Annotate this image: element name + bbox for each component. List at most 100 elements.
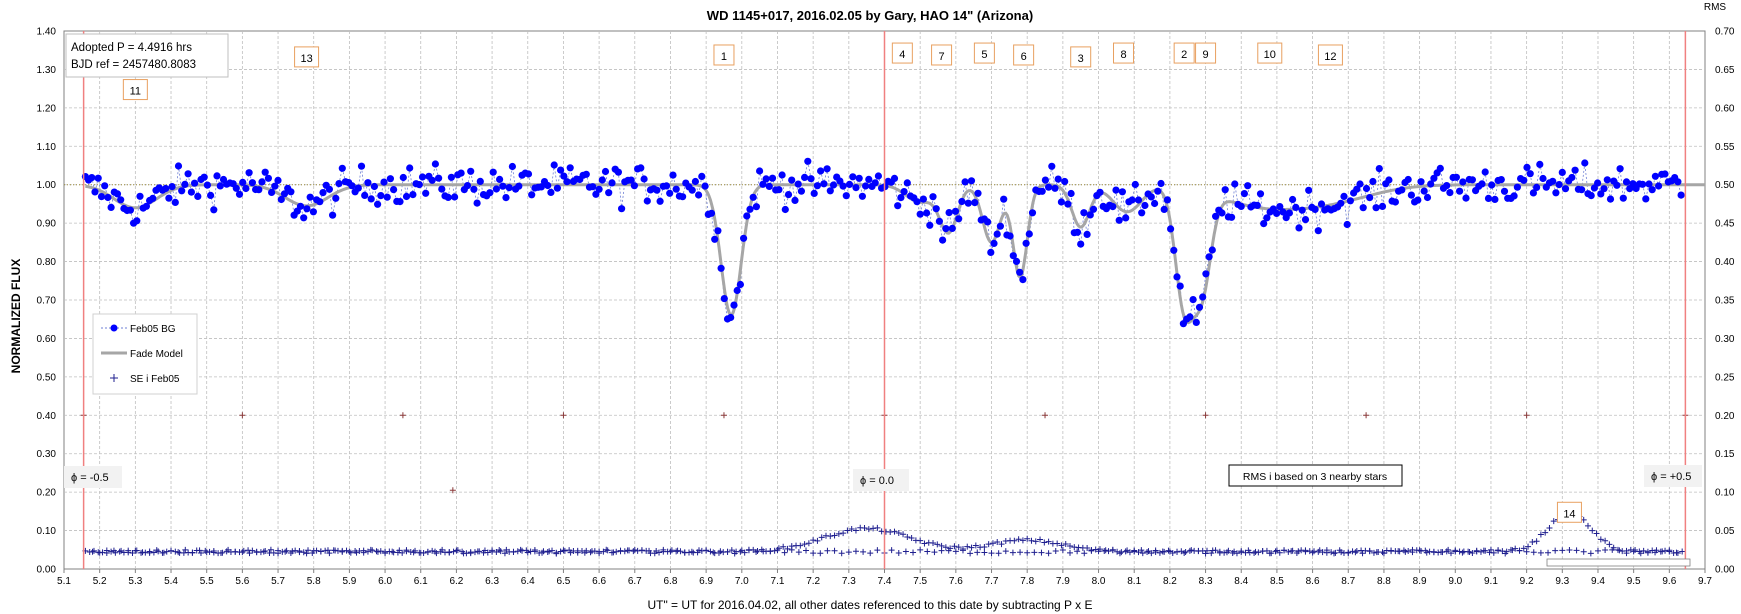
- se-low-point: [1509, 547, 1516, 554]
- flux-point: [1639, 180, 1647, 188]
- rms-point: [1272, 548, 1279, 555]
- flux-point: [759, 180, 767, 188]
- se-low-point: [1623, 550, 1630, 557]
- flux-point: [1513, 183, 1521, 191]
- flux-point: [1289, 195, 1297, 204]
- flux-point: [329, 211, 337, 219]
- flux-point: [929, 193, 937, 201]
- component-label: 3: [1078, 53, 1084, 65]
- se-low-point: [1502, 550, 1509, 557]
- flux-point: [595, 185, 603, 193]
- x-tick-label: 9.0: [1448, 576, 1462, 587]
- se-low-point: [1373, 549, 1380, 556]
- se-low-point: [795, 549, 802, 556]
- flux-point: [348, 182, 356, 190]
- se-low-point: [146, 548, 153, 555]
- flux-point: [955, 215, 963, 223]
- rms-point: [1512, 545, 1519, 552]
- flux-point: [967, 177, 976, 185]
- flux-point: [900, 188, 908, 196]
- component-label-box: [1070, 46, 1092, 68]
- rms-point: [668, 547, 675, 554]
- flux-point: [1648, 186, 1656, 194]
- flux-point: [255, 186, 263, 194]
- flux-point: [1391, 198, 1399, 206]
- x-tick-label: 5.3: [128, 576, 142, 587]
- se-low-point: [1102, 547, 1109, 554]
- flux-point: [1311, 205, 1319, 213]
- rms-point: [865, 526, 872, 533]
- x-tick-label: 8.0: [1092, 576, 1106, 587]
- y-tick-label: 1.30: [37, 65, 57, 76]
- se-low-point: [845, 549, 852, 556]
- flux-point: [261, 168, 269, 176]
- y2-tick-label: 0.60: [1715, 103, 1735, 114]
- info-box: [65, 33, 229, 78]
- se-low-point: [1616, 547, 1623, 554]
- flux-point: [1263, 214, 1271, 222]
- se-low-point: [938, 547, 945, 554]
- se-low-point: [624, 547, 631, 554]
- se-low-point: [988, 550, 995, 557]
- se-low-point: [1223, 549, 1230, 556]
- se-low-point: [1516, 547, 1523, 554]
- flux-point: [1067, 189, 1075, 198]
- y-tick-label: 0.70: [37, 296, 57, 307]
- se-low-point: [1644, 548, 1651, 555]
- flux-point: [287, 188, 295, 196]
- flux-point: [406, 164, 414, 172]
- flux-point: [1600, 185, 1608, 193]
- legend-label: SE i Feb05: [130, 374, 180, 385]
- rms-point: [1662, 547, 1669, 554]
- se-low-point: [967, 550, 974, 557]
- se-low-point: [1409, 546, 1416, 553]
- rms-point: [780, 543, 787, 550]
- component-label: 10: [1264, 49, 1276, 61]
- flux-point: [714, 227, 722, 235]
- flux-point: [1012, 257, 1021, 265]
- flux-point: [1260, 220, 1268, 228]
- flux-point: [1160, 205, 1168, 213]
- flux-point: [1192, 318, 1200, 326]
- flux-point: [1019, 276, 1027, 284]
- flux-point: [550, 161, 558, 169]
- se-low-point: [1273, 547, 1280, 554]
- x-tick-label: 7.1: [771, 576, 785, 587]
- flux-point: [242, 184, 250, 193]
- se-low-point: [1202, 550, 1209, 557]
- flux-point: [444, 193, 452, 201]
- flux-point: [801, 173, 809, 181]
- flux-point: [1555, 181, 1563, 189]
- se-low-point: [695, 547, 702, 554]
- rms-point: [1037, 536, 1044, 543]
- se-low-point: [667, 548, 674, 555]
- flux-point: [248, 179, 256, 187]
- flux-point: [435, 174, 443, 182]
- y2-tick-label: 0.15: [1715, 449, 1735, 460]
- se-low-point: [1145, 548, 1152, 555]
- flux-point: [515, 182, 523, 190]
- se-low-point: [674, 547, 681, 554]
- rms-point: [108, 548, 115, 555]
- flux-point: [913, 198, 921, 206]
- component-label: 14: [1563, 508, 1575, 520]
- flux-point: [88, 174, 96, 182]
- flux-point: [605, 189, 613, 197]
- se-low-point: [225, 546, 232, 553]
- info-box-line: BJD ref = 2457480.8083: [71, 59, 196, 71]
- flux-point: [711, 235, 719, 243]
- rms-point: [852, 527, 859, 534]
- flux-point: [926, 221, 934, 229]
- se-low-point: [210, 549, 217, 556]
- se-point: [1202, 412, 1209, 419]
- flux-point: [1305, 186, 1313, 194]
- se-low-point: [1166, 548, 1173, 555]
- rms-point: [1203, 547, 1210, 554]
- flux-point: [964, 199, 972, 207]
- flux-point: [402, 192, 411, 201]
- flux-point: [1462, 194, 1470, 202]
- se-point: [1363, 412, 1370, 419]
- flux-point: [1552, 189, 1560, 197]
- rms-point: [223, 548, 230, 555]
- se-low-point: [1566, 547, 1573, 554]
